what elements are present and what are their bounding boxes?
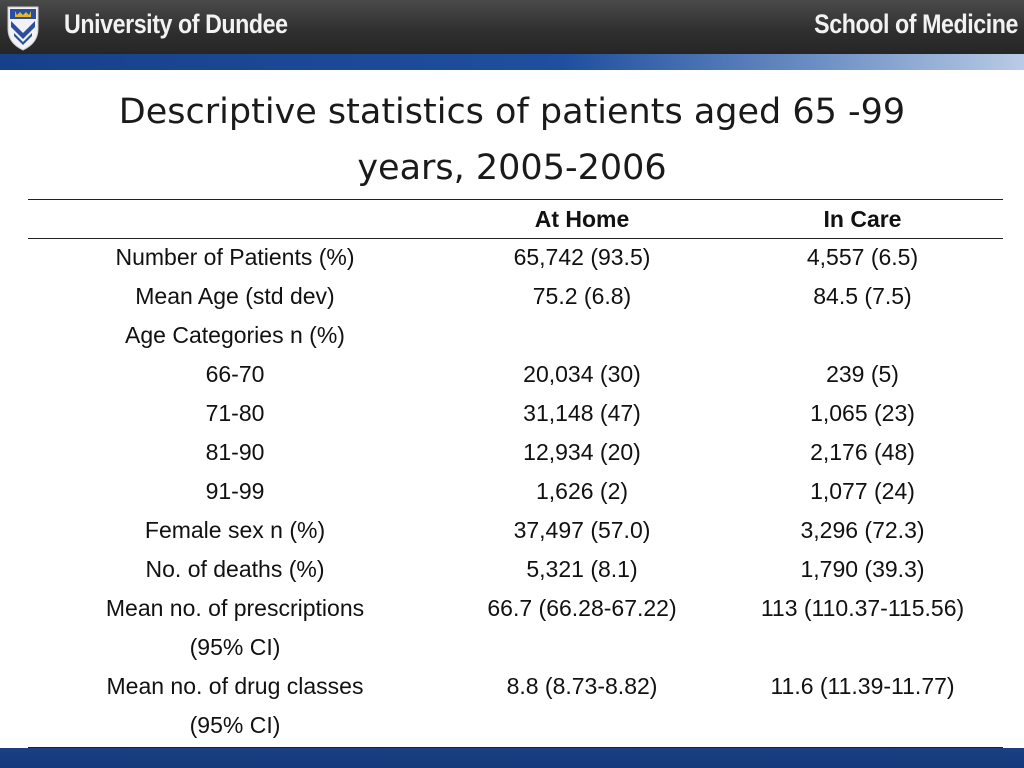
row-label: No. of deaths (%) bbox=[145, 556, 325, 582]
table-row: Number of Patients (%) 65,742 (93.5) 4,5… bbox=[28, 238, 1003, 277]
table-row: (95% CI) bbox=[28, 628, 1003, 667]
row-label: 81-90 bbox=[205, 439, 265, 465]
column-header-at-home: At Home bbox=[534, 206, 630, 232]
in-care-value: 239 (5) bbox=[826, 361, 899, 387]
table-row: Mean no. of drug classes 8.8 (8.73-8.82)… bbox=[28, 667, 1003, 706]
at-home-value: 1,626 (2) bbox=[535, 478, 629, 504]
school-name: School of Medicine bbox=[814, 9, 1018, 39]
at-home-value: 65,742 (93.5) bbox=[513, 244, 651, 270]
header-accent-stripe bbox=[0, 54, 1024, 70]
at-home-value: 66.7 (66.28-67.22) bbox=[487, 595, 677, 621]
in-care-value: 4,557 (6.5) bbox=[806, 244, 919, 270]
column-header-label bbox=[28, 201, 442, 238]
table-header-rule bbox=[28, 238, 1003, 239]
in-care-value bbox=[722, 706, 1003, 745]
row-label: Age Categories n (%) bbox=[125, 322, 345, 348]
in-care-value: 1,077 (24) bbox=[810, 478, 915, 504]
footer-bar bbox=[0, 748, 1024, 768]
at-home-value: 20,034 (30) bbox=[523, 361, 641, 387]
table-top-rule bbox=[28, 199, 1003, 200]
in-care-value bbox=[722, 316, 1003, 355]
in-care-value: 113 (110.37-115.56) bbox=[760, 595, 965, 621]
table-row: 71-80 31,148 (47) 1,065 (23) bbox=[28, 394, 1003, 433]
at-home-value bbox=[442, 706, 722, 745]
at-home-value: 31,148 (47) bbox=[523, 400, 641, 426]
in-care-value: 1,065 (23) bbox=[810, 400, 915, 426]
title-line-1: Descriptive statistics of patients aged … bbox=[118, 92, 906, 132]
table-row: No. of deaths (%) 5,321 (8.1) 1,790 (39.… bbox=[28, 550, 1003, 589]
in-care-value: 1,790 (39.3) bbox=[800, 556, 925, 582]
row-label: (95% CI) bbox=[189, 634, 281, 660]
row-label: Mean no. of prescriptions bbox=[105, 595, 365, 621]
table-row: 66-70 20,034 (30) 239 (5) bbox=[28, 355, 1003, 394]
row-label: (95% CI) bbox=[189, 712, 281, 738]
row-label: 66-70 bbox=[205, 361, 265, 387]
row-label: Mean Age (std dev) bbox=[135, 283, 335, 309]
table-row: Female sex n (%) 37,497 (57.0) 3,296 (72… bbox=[28, 511, 1003, 550]
table-row: (95% CI) bbox=[28, 706, 1003, 745]
table-row: 91-99 1,626 (2) 1,077 (24) bbox=[28, 472, 1003, 511]
table-row: 81-90 12,934 (20) 2,176 (48) bbox=[28, 433, 1003, 472]
row-label: Number of Patients (%) bbox=[115, 244, 355, 270]
statistics-table: At Home In Care Number of Patients (%) 6… bbox=[28, 201, 1003, 745]
page-title: Descriptive statistics of patients aged … bbox=[40, 84, 984, 196]
row-label: Female sex n (%) bbox=[144, 517, 326, 543]
university-crest-icon bbox=[7, 6, 39, 51]
table-row: Mean no. of prescriptions 66.7 (66.28-67… bbox=[28, 589, 1003, 628]
in-care-value: 2,176 (48) bbox=[810, 439, 915, 465]
in-care-value: 3,296 (72.3) bbox=[800, 517, 925, 543]
header-bar: University of Dundee School of Medicine bbox=[0, 0, 1024, 54]
at-home-value: 8.8 (8.73-8.82) bbox=[506, 673, 658, 699]
in-care-value: 84.5 (7.5) bbox=[813, 283, 912, 309]
at-home-value bbox=[442, 628, 722, 667]
at-home-value bbox=[442, 316, 722, 355]
in-care-value: 11.6 (11.39-11.77) bbox=[770, 673, 955, 699]
title-line-2: years, 2005-2006 bbox=[357, 148, 667, 188]
in-care-value bbox=[722, 628, 1003, 667]
column-header-in-care: In Care bbox=[823, 206, 902, 232]
table-header-row: At Home In Care bbox=[28, 201, 1003, 238]
row-label: 91-99 bbox=[205, 478, 265, 504]
table-row: Mean Age (std dev) 75.2 (6.8) 84.5 (7.5) bbox=[28, 277, 1003, 316]
row-label: Mean no. of drug classes bbox=[106, 673, 364, 699]
at-home-value: 37,497 (57.0) bbox=[513, 517, 651, 543]
at-home-value: 12,934 (20) bbox=[523, 439, 641, 465]
table-row: Age Categories n (%) bbox=[28, 316, 1003, 355]
table-bottom-rule bbox=[28, 747, 1003, 748]
at-home-value: 5,321 (8.1) bbox=[526, 556, 638, 582]
at-home-value: 75.2 (6.8) bbox=[532, 283, 632, 309]
row-label: 71-80 bbox=[205, 400, 265, 426]
university-name: University of Dundee bbox=[64, 9, 288, 39]
